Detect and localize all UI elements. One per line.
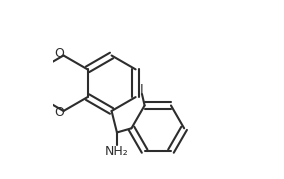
Text: NH₂: NH₂ [105,145,129,158]
Text: I: I [140,83,144,96]
Text: O: O [54,47,64,60]
Text: O: O [54,106,64,119]
